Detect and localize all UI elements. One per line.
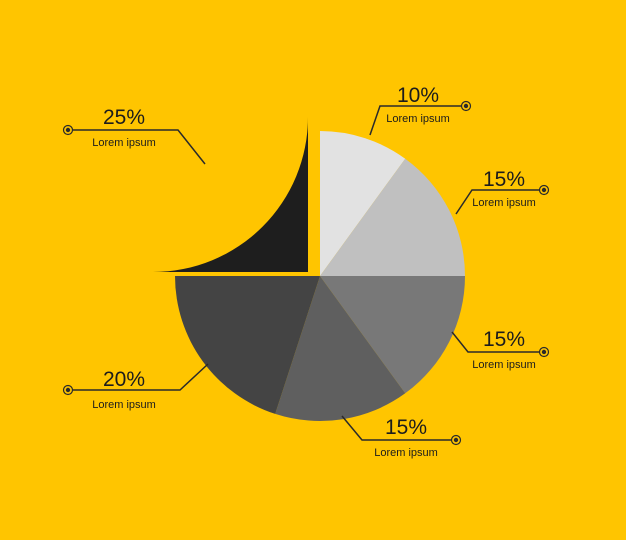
leader-dot-5	[65, 387, 71, 393]
leader-dot-ring-2	[538, 184, 550, 196]
slice-labels: 10% Lorem ipsum 15% Lorem ipsum 15% Lorem ips…	[92, 84, 536, 459]
leader-dot-ring-5	[62, 384, 74, 396]
slice-percent-label-5: 20%	[103, 368, 145, 391]
pie-slice-3	[320, 276, 465, 394]
slice-percent-label-6: 25%	[103, 106, 145, 129]
leader-dot-ring-3	[538, 346, 550, 358]
leader-dot-4	[453, 437, 459, 443]
slice-percent-label-4: 15%	[385, 416, 427, 439]
leader-line-6	[72, 129, 206, 165]
slice-sublabel-3: Lorem ipsum	[472, 359, 536, 371]
pie-slice-5	[175, 276, 320, 414]
pie-slice-6	[153, 117, 308, 272]
slice-percent-label-1: 10%	[397, 84, 439, 107]
leader-dot-2	[541, 187, 547, 193]
slice-percent-label-2: 15%	[483, 168, 525, 191]
leader-line-3	[451, 331, 540, 353]
leader-dot-1	[463, 103, 469, 109]
slice-sublabel-6: Lorem ipsum	[92, 137, 156, 149]
leader-line-2	[455, 189, 540, 215]
slice-percent-label-3: 15%	[483, 328, 525, 351]
pie-slice-4	[275, 276, 406, 421]
pie-slice-1	[320, 131, 406, 276]
leader-line-5	[72, 363, 209, 391]
pie-slices	[153, 117, 465, 421]
slice-sublabel-4: Lorem ipsum	[374, 447, 438, 459]
leader-dot-ring-1	[460, 100, 472, 112]
leader-line-1	[369, 105, 462, 136]
slice-sublabel-2: Lorem ipsum	[472, 197, 536, 209]
slice-sublabel-1: Lorem ipsum	[386, 113, 450, 125]
leader-dot-3	[541, 349, 547, 355]
leader-dot-ring-6	[62, 124, 74, 136]
leader-lines	[62, 100, 550, 446]
leader-line-4	[341, 415, 452, 441]
slice-sublabel-5: Lorem ipsum	[92, 399, 156, 411]
leader-dot-6	[65, 127, 71, 133]
leader-dot-ring-4	[450, 434, 462, 446]
pie-slice-2	[320, 158, 465, 276]
